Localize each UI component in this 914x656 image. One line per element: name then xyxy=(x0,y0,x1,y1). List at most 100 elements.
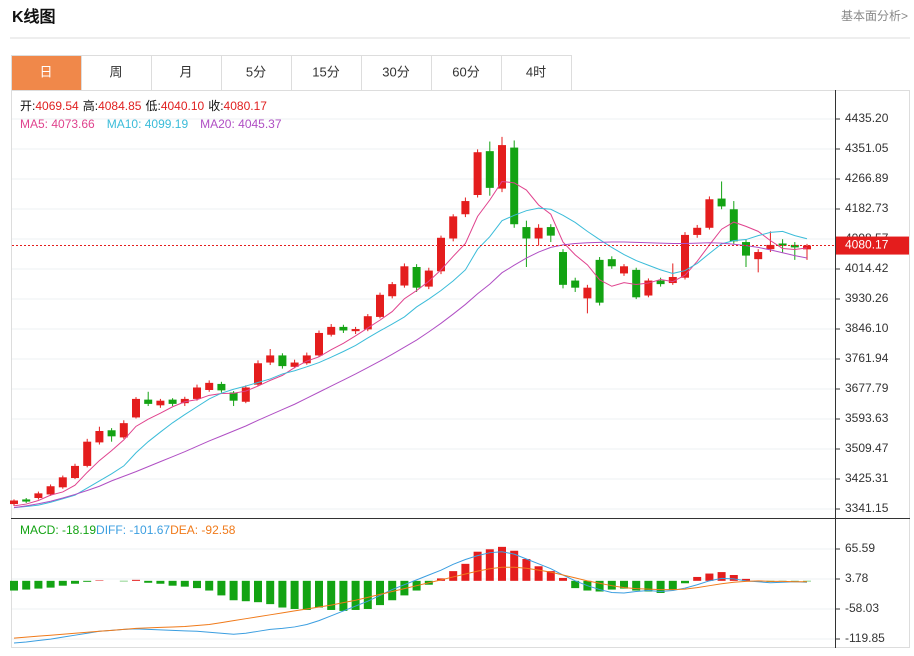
macd-bar xyxy=(364,581,372,609)
macd-bar xyxy=(230,581,238,600)
candle-body xyxy=(315,333,323,355)
candle-body xyxy=(742,242,750,256)
macd-bar xyxy=(83,581,91,582)
line-series xyxy=(14,567,807,638)
macd-bar xyxy=(156,581,164,584)
info-item: DIFF: -101.67 xyxy=(96,523,170,537)
y-tick-label: 3509.47 xyxy=(845,441,889,455)
info-item: MA5: 4073.66 xyxy=(20,117,95,131)
candle-body xyxy=(693,228,701,235)
candle-body xyxy=(547,227,555,236)
tab-bar: 日 周 月 5分 15分 30分 60分 4时 xyxy=(12,56,572,91)
plot: 4435.204351.054266.894182.734098.574014.… xyxy=(10,98,909,645)
candle-body xyxy=(608,259,616,266)
info-item: 4069.54 xyxy=(35,99,79,113)
info-item: 开: xyxy=(20,99,35,113)
macd-bar xyxy=(718,572,726,581)
candle-body xyxy=(510,148,518,225)
macd-bar xyxy=(34,581,42,589)
macd-bar xyxy=(535,566,543,581)
candle-body xyxy=(388,284,396,296)
candle-body xyxy=(754,252,762,259)
y-tick-label: 65.59 xyxy=(845,541,875,555)
candle-body xyxy=(474,152,482,195)
candle-body xyxy=(10,500,18,504)
y-tick-label: 3425.31 xyxy=(845,471,889,485)
info-item: 低: xyxy=(145,99,160,113)
info-item: DEA: -92.58 xyxy=(170,523,236,537)
info-item: MACD: -18.19 xyxy=(20,523,96,537)
tab-label[interactable]: 月 xyxy=(179,64,192,79)
tab-label[interactable]: 15分 xyxy=(312,64,339,79)
candle-body xyxy=(59,477,67,487)
candle-body xyxy=(34,493,42,498)
macd-bar xyxy=(278,581,286,608)
macd-bar xyxy=(132,580,140,581)
tab-label[interactable]: 4时 xyxy=(526,64,546,79)
candle-body xyxy=(217,384,225,390)
macd-bar xyxy=(730,575,738,581)
candle-body xyxy=(718,199,726,207)
macd-bar xyxy=(181,581,189,587)
tab-label[interactable]: 30分 xyxy=(382,64,409,79)
y-tick-label: 3677.79 xyxy=(845,381,889,395)
candle-body xyxy=(108,430,116,436)
candle-body xyxy=(803,246,811,250)
y-tick-label: 3593.63 xyxy=(845,411,889,425)
candle-body xyxy=(657,281,665,285)
analysis-link[interactable]: 基本面分析> xyxy=(841,9,908,23)
macd-bar xyxy=(303,581,311,610)
tab-label[interactable]: 60分 xyxy=(452,64,479,79)
candle-body xyxy=(620,266,628,273)
candle-body xyxy=(95,431,103,442)
candle-body xyxy=(205,383,213,390)
tab-label[interactable]: 5分 xyxy=(246,64,266,79)
candle-body xyxy=(193,387,201,398)
candle-body xyxy=(144,400,152,404)
tab-label[interactable]: 日 xyxy=(39,64,52,79)
y-tick-label: 3341.15 xyxy=(845,501,889,515)
macd-bar xyxy=(315,581,323,608)
candle-body xyxy=(705,199,713,228)
macd-bar xyxy=(169,581,177,586)
y-tick-label: -58.03 xyxy=(845,601,879,615)
candle-body xyxy=(327,327,335,335)
y-tick-label: 3930.26 xyxy=(845,291,889,305)
candle-body xyxy=(132,399,140,418)
candle-body xyxy=(266,355,274,362)
macd-bar xyxy=(254,581,262,602)
y-tick-label: 3.78 xyxy=(845,571,869,585)
info-item: 4080.17 xyxy=(224,99,268,113)
y-tick-label: 4351.05 xyxy=(845,141,889,155)
candle-body xyxy=(486,151,494,188)
chart-frame xyxy=(12,91,910,648)
tab-label[interactable]: 周 xyxy=(109,64,122,79)
macd-bar xyxy=(71,581,79,584)
candle-body xyxy=(120,423,128,437)
macd-bar xyxy=(193,581,201,588)
candle-body xyxy=(22,499,30,501)
candle-body xyxy=(376,295,384,317)
macd-bar xyxy=(217,581,225,596)
y-tick-label: -119.85 xyxy=(845,631,885,645)
line-series xyxy=(14,242,807,508)
info-item: 4040.10 xyxy=(161,99,205,113)
macd-bar xyxy=(266,581,274,604)
macd-bar xyxy=(486,549,494,581)
macd-bar xyxy=(669,581,677,590)
y-tick-label: 4266.89 xyxy=(845,171,889,185)
y-tick-label: 4435.20 xyxy=(845,111,889,125)
macd-bar xyxy=(10,581,18,591)
y-tick-label: 4014.42 xyxy=(845,261,889,275)
macd-bar xyxy=(59,581,67,586)
candle-body xyxy=(278,355,286,366)
info-item: 收: xyxy=(208,99,223,113)
candle-body xyxy=(449,216,457,238)
line-series xyxy=(14,552,807,643)
y-tick-label: 3846.10 xyxy=(845,321,889,335)
macd-bar xyxy=(339,581,347,611)
macd-bar xyxy=(681,581,689,583)
